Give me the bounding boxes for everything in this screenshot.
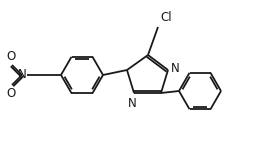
- Text: N: N: [171, 62, 180, 75]
- Text: N: N: [128, 97, 136, 110]
- Text: N: N: [18, 68, 26, 82]
- Text: O: O: [6, 50, 16, 63]
- Text: O: O: [6, 87, 16, 100]
- Text: Cl: Cl: [160, 11, 172, 24]
